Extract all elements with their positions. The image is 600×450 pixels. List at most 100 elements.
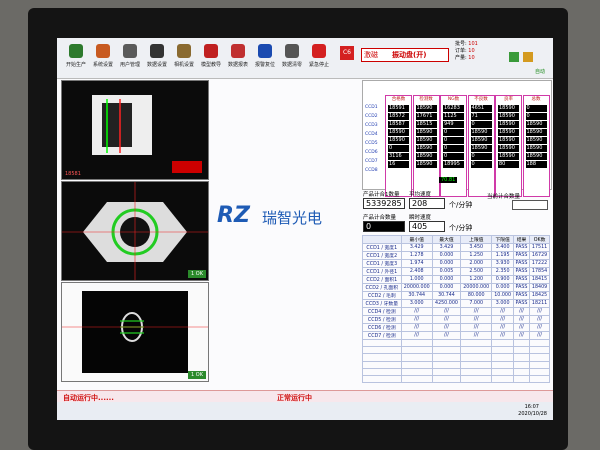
table-cell-empty [362, 338, 402, 348]
menu-icon[interactable] [523, 52, 533, 62]
ccd-value: 18590 [498, 145, 519, 152]
table-cell-empty [529, 367, 550, 376]
ccd-value: 0 [388, 145, 409, 152]
table-cell: /// [400, 315, 433, 324]
vibrator-box: 激磁 振动盘(开) [361, 48, 449, 62]
table-cell: 1.000 [400, 275, 433, 284]
ccd-value: 1125 [443, 113, 464, 120]
toolbar-button[interactable]: 数据清零 [279, 42, 305, 76]
ccd-value: 18590 [388, 137, 409, 144]
toolbar-icon [96, 44, 110, 58]
toolbar-button[interactable]: 报警复位 [252, 42, 278, 76]
table-cell: CCD1 / 宽度1 [362, 243, 402, 252]
table-cell: 80.000 [460, 291, 493, 300]
table-cell-empty [362, 374, 402, 384]
ccd-value: 0 [443, 153, 464, 160]
table-row: CCD5 / 检测////////////////// [362, 315, 550, 324]
ccd-panel: CCD1 CCD2 CCD3 CCD4 CCD5 CCD6 CCD7 CCD8 合格数 18591… [362, 80, 552, 197]
toolbar-button[interactable]: 相机设置 [171, 42, 197, 76]
ccd-row-label: CCD7 [365, 159, 378, 164]
ccd-value: 0 [443, 145, 464, 152]
logo-mark: RZ [217, 203, 250, 228]
ccd-value: 18590 [415, 153, 437, 160]
table-cell: /// [460, 307, 493, 316]
ccd-value: 18591 [388, 105, 409, 112]
toolbar-icon [312, 44, 326, 58]
toolbar-label: 数据设置 [146, 62, 167, 68]
ccd-value: 0 [470, 121, 492, 128]
confirm-icon[interactable] [509, 52, 519, 62]
total: 5339285 [363, 198, 405, 209]
table-cell-empty [362, 353, 402, 362]
toolbar-button[interactable]: 系统设置 [90, 42, 116, 76]
mode[interactable]: 激磁 [364, 51, 378, 59]
table-cell-empty [491, 338, 514, 348]
table-header-cell: 上限值 [460, 235, 493, 244]
table-row: CCD1 / 外径1 2.408 0.005 2.500 2.350 PASS 17854 [362, 267, 550, 276]
table-cell: 3.429 [400, 243, 433, 252]
table-cell: PASS [512, 267, 531, 276]
toolbar-button[interactable]: 模型教导 [198, 42, 224, 76]
table-cell: 18415 [529, 275, 550, 284]
table-cell: 0.900 [491, 275, 514, 284]
avg: 208 [409, 198, 445, 209]
toolbar-icon [177, 44, 191, 58]
toolbar-button[interactable]: 紧急停止 [306, 42, 332, 76]
ccd-value: 18590 [525, 137, 547, 144]
time: 16:07 [524, 404, 539, 410]
table-row-empty [362, 338, 550, 348]
table-cell: CCD6 / 检测 [362, 323, 402, 332]
table-cell-empty [431, 353, 462, 362]
table-cell: PASS [512, 275, 531, 284]
table-cell: /// [529, 323, 550, 332]
ccd-row-label: CCD3 [365, 123, 378, 128]
vibrator[interactable]: 振动盘(开) [392, 51, 427, 59]
table-cell-empty [512, 346, 531, 355]
table-row: CCD7 / 检测////////////////// [362, 331, 550, 340]
table-cell: /// [431, 307, 462, 316]
table-cell: PASS [512, 259, 531, 268]
toolbar-icon [123, 44, 137, 58]
table-row: CCD1 / 宽度2 1.278 0.000 1.250 1.195 PASS 16729 [362, 251, 550, 260]
table-cell: /// [512, 315, 531, 324]
batch: 101 [468, 41, 478, 47]
ccd-value: 3116 [388, 153, 409, 160]
table-cell: /// [491, 331, 514, 340]
ccd-column-title: 不良数 [474, 97, 488, 102]
ccd-row-label: CCD2 [365, 114, 378, 119]
table-row: CCD3 / 牙数量 3.000 4250.000 7.000 3.000 PASS 182… [362, 299, 550, 308]
toolbar-label: 紧急停止 [308, 62, 329, 68]
table-header-cell: 最小值 [400, 235, 433, 244]
ccd-column: 良率 18590 18590 18590 18590 18590 18590 18590 80 [495, 95, 522, 197]
toolbar-button[interactable]: 用户管理 [117, 42, 143, 76]
ccd-value: 0 [470, 161, 492, 168]
table-cell-empty [460, 346, 493, 355]
table-header-cell: 最大值 [431, 235, 462, 244]
toolbar-label: 报警复位 [254, 62, 275, 68]
inst-label: 瞬时速度 [409, 215, 432, 221]
toolbar-button[interactable]: 数据报表 [225, 42, 251, 76]
toolbar-button[interactable]: 数据设置 [144, 42, 170, 76]
table-cell-empty [460, 374, 493, 384]
toolbar: 开始生产 系统设置 用户管理 数据设置 相机设置 模型教导 数据报表 报警复位 数据清零 紧急停止 [57, 38, 553, 79]
stop-code[interactable]: C6 [340, 46, 354, 60]
table-cell-empty [491, 374, 514, 384]
ccd-column: 总数 0 0 18590 18590 18590 18590 18590 188 [522, 95, 550, 197]
table-row: CCD2 / 孔面积 20000.000 0.000 20000.000 0.000 PA… [362, 283, 550, 292]
table-cell: CCD2 / 毛刺 [362, 291, 402, 300]
result-table: 最小值 最大值 上限值 下限值 结果 OK数 CCD1 / 宽度1 3.429 3.429 3.4… [362, 235, 550, 384]
toolbar-button[interactable]: 开始生产 [63, 42, 89, 76]
table-cell: 3.000 [400, 299, 433, 308]
ccd-value: 18590 [498, 121, 519, 128]
table-header-cell [362, 235, 402, 244]
table-cell: 3.930 [491, 259, 514, 268]
table-cell-empty [529, 346, 550, 355]
table-cell: /// [512, 307, 531, 316]
toolbar-label: 开始生产 [65, 62, 86, 68]
toolbar-icon [69, 44, 83, 58]
table-row-empty [362, 346, 550, 355]
batch-label: 批号: [455, 41, 467, 47]
status-center: 正常运行中 [277, 394, 312, 402]
table-cell-empty [431, 374, 462, 384]
ccd-value: 71 [470, 113, 492, 120]
